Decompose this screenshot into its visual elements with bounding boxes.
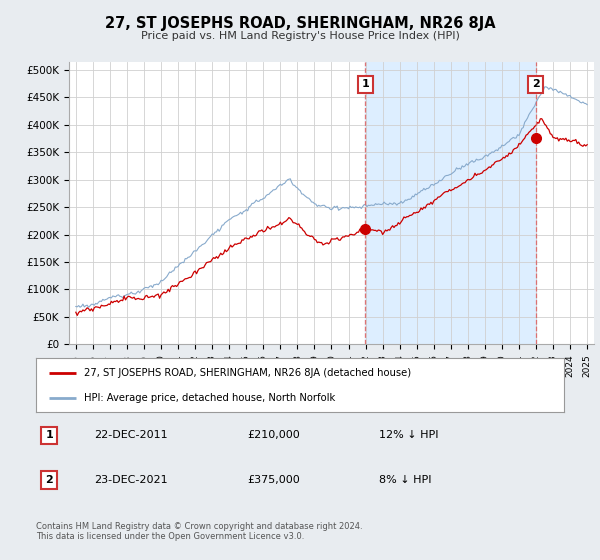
Text: £210,000: £210,000	[247, 431, 300, 440]
Text: 1: 1	[46, 431, 53, 440]
Bar	[365, 62, 536, 344]
Text: 2: 2	[46, 475, 53, 485]
Text: 27, ST JOSEPHS ROAD, SHERINGHAM, NR26 8JA (detached house): 27, ST JOSEPHS ROAD, SHERINGHAM, NR26 8J…	[83, 368, 410, 378]
Text: 23-DEC-2021: 23-DEC-2021	[94, 475, 168, 485]
Text: £375,000: £375,000	[247, 475, 300, 485]
Text: Price paid vs. HM Land Registry's House Price Index (HPI): Price paid vs. HM Land Registry's House …	[140, 31, 460, 41]
Text: Contains HM Land Registry data © Crown copyright and database right 2024.
This d: Contains HM Land Registry data © Crown c…	[36, 522, 362, 542]
Text: 8% ↓ HPI: 8% ↓ HPI	[379, 475, 432, 485]
Text: HPI: Average price, detached house, North Norfolk: HPI: Average price, detached house, Nort…	[83, 393, 335, 403]
Text: 27, ST JOSEPHS ROAD, SHERINGHAM, NR26 8JA: 27, ST JOSEPHS ROAD, SHERINGHAM, NR26 8J…	[104, 16, 496, 31]
Text: 2: 2	[532, 79, 539, 89]
Text: 22-DEC-2011: 22-DEC-2011	[94, 431, 168, 440]
Text: 1: 1	[361, 79, 369, 89]
Text: 12% ↓ HPI: 12% ↓ HPI	[379, 431, 439, 440]
